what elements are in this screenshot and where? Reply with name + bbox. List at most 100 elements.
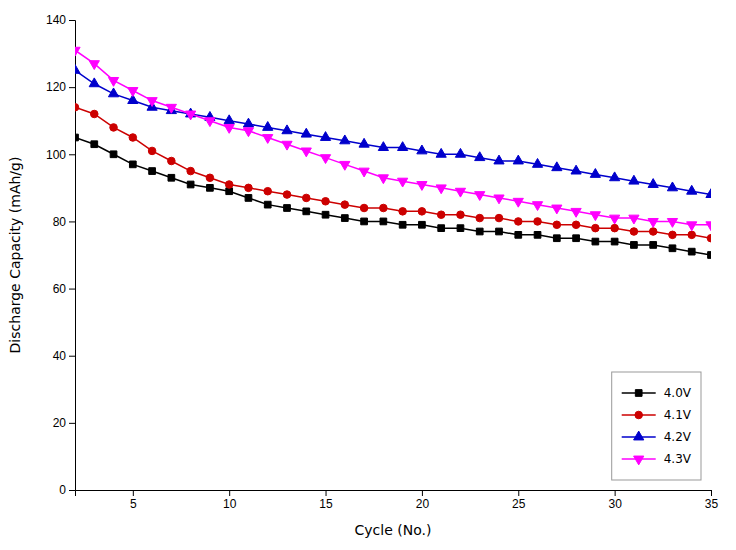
series-line xyxy=(75,50,711,225)
point xyxy=(455,188,465,197)
point xyxy=(513,198,523,207)
point xyxy=(320,155,330,164)
point xyxy=(553,235,560,242)
tick: 20 xyxy=(416,490,430,511)
point xyxy=(75,134,78,141)
point xyxy=(417,145,427,154)
tick-label: 5 xyxy=(130,497,137,511)
point xyxy=(360,204,368,212)
point xyxy=(611,238,618,245)
point xyxy=(571,208,581,217)
legend-symbol xyxy=(635,390,642,397)
point xyxy=(243,118,253,127)
tick: 40 xyxy=(53,349,75,363)
tick-mark xyxy=(69,87,75,88)
point xyxy=(590,212,600,221)
point xyxy=(552,205,562,214)
point xyxy=(149,168,156,175)
point xyxy=(611,224,619,232)
point xyxy=(573,235,580,242)
point xyxy=(225,181,233,189)
point xyxy=(187,167,195,175)
point xyxy=(571,165,581,174)
point xyxy=(245,184,253,192)
point xyxy=(648,218,658,227)
point xyxy=(302,194,310,202)
tick: 25 xyxy=(512,490,526,511)
point xyxy=(340,161,350,170)
point xyxy=(476,228,483,235)
series-line xyxy=(75,70,711,194)
tick-label: 40 xyxy=(53,349,67,363)
point xyxy=(128,88,138,97)
point xyxy=(168,157,176,165)
chart: 51015202530350204060801001201404.0V4.1V4… xyxy=(0,0,736,550)
point xyxy=(514,218,522,226)
tick-mark xyxy=(711,490,712,496)
point xyxy=(629,175,639,184)
point xyxy=(494,195,504,204)
point xyxy=(148,147,156,155)
point xyxy=(147,98,157,107)
point xyxy=(380,218,387,225)
point xyxy=(110,124,118,132)
tick-label: 25 xyxy=(512,497,526,511)
tick-mark xyxy=(422,490,423,496)
tick-label: 20 xyxy=(53,416,67,430)
point xyxy=(688,231,696,239)
point xyxy=(436,148,446,157)
point xyxy=(457,211,465,219)
legend: 4.0V4.1V4.2V4.3V xyxy=(612,372,701,480)
point xyxy=(534,218,542,226)
point xyxy=(301,128,311,137)
point xyxy=(631,242,638,249)
x-axis-title: Cycle (No.) xyxy=(355,522,432,538)
axis-line xyxy=(76,491,712,497)
series xyxy=(75,134,711,258)
tick-label: 20 xyxy=(416,497,430,511)
point xyxy=(166,104,176,113)
y-axis: 020406080100120140 xyxy=(46,13,76,497)
point xyxy=(378,142,388,151)
point xyxy=(224,115,234,124)
point xyxy=(669,245,676,252)
point xyxy=(436,185,446,194)
legend-item: 4.0V xyxy=(622,386,692,400)
tick-label: 120 xyxy=(46,80,66,94)
point xyxy=(688,248,695,255)
point xyxy=(340,135,350,144)
point xyxy=(399,221,406,228)
point xyxy=(89,61,99,70)
point xyxy=(206,174,214,182)
point xyxy=(108,77,118,86)
point xyxy=(532,158,542,167)
series xyxy=(75,47,711,230)
tick-mark xyxy=(229,490,230,496)
point xyxy=(282,141,292,150)
tick: 80 xyxy=(53,215,75,229)
point xyxy=(687,222,697,231)
series xyxy=(75,64,711,197)
legend-symbol xyxy=(634,431,644,440)
tick-mark xyxy=(518,490,519,496)
series xyxy=(75,104,711,242)
point xyxy=(283,191,291,199)
point xyxy=(706,189,711,198)
tick-label: 35 xyxy=(705,497,719,511)
tick-mark xyxy=(69,20,75,21)
tick-label: 100 xyxy=(46,148,66,162)
tick-mark xyxy=(133,490,134,496)
point xyxy=(650,242,657,249)
point xyxy=(455,148,465,157)
point xyxy=(341,201,349,209)
point xyxy=(592,238,599,245)
tick: 120 xyxy=(46,80,75,94)
point xyxy=(708,252,711,259)
tick: 15 xyxy=(319,490,333,511)
tick-mark xyxy=(69,221,75,222)
legend-label: 4.2V xyxy=(664,430,692,444)
point xyxy=(476,214,484,222)
point xyxy=(91,141,98,148)
point xyxy=(264,187,272,195)
point xyxy=(263,122,273,131)
